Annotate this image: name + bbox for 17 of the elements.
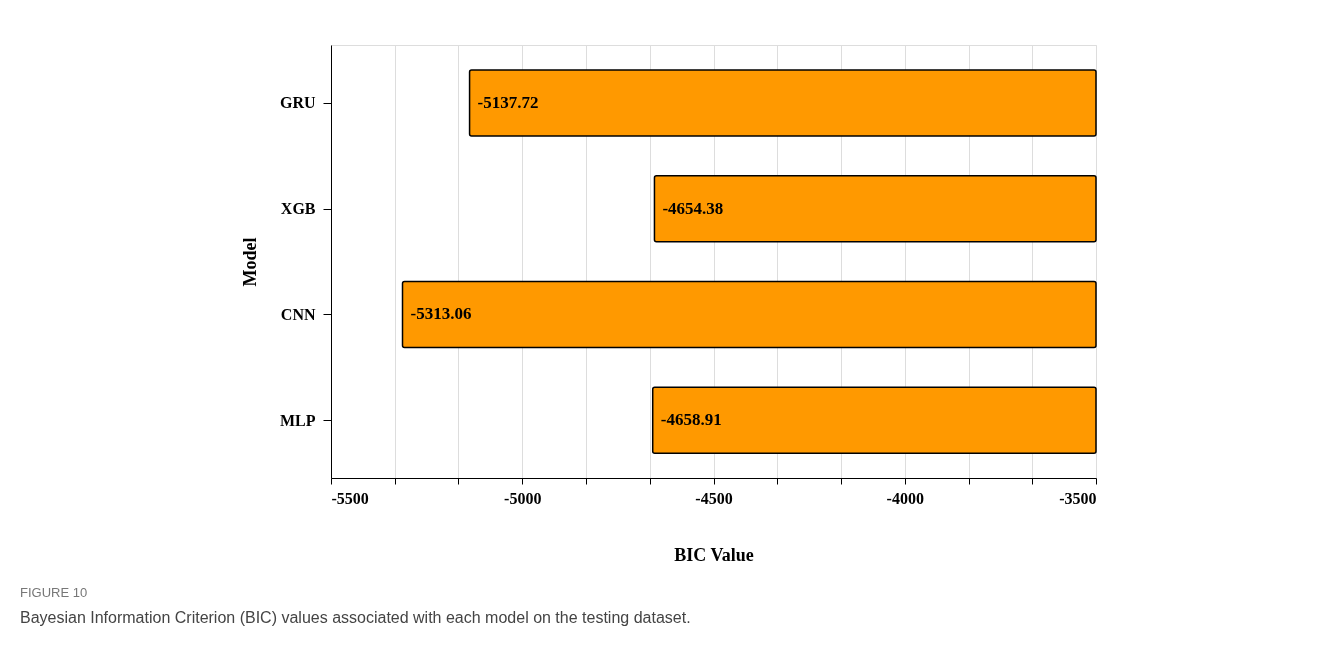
y-tick-label: GRU <box>279 94 316 112</box>
data-label: -5313.06 <box>410 304 472 324</box>
y-axis-title: Model <box>239 237 260 287</box>
x-tick-label: -4000 <box>886 489 924 507</box>
data-label: -4654.38 <box>662 198 724 218</box>
data-label: -5137.72 <box>477 92 539 112</box>
x-tick-label: -5000 <box>504 489 542 507</box>
caption: FIGURE 10 <box>20 585 88 600</box>
text: Bayesian Information Criterion (BIC) values associated with each model on the testing dataset. <box>20 609 691 626</box>
x-axis-title: BIC Value <box>674 544 754 565</box>
data-label: -4658.91 <box>660 410 722 430</box>
y-tick-label: CNN <box>280 305 316 323</box>
x-tick-label: -4500 <box>695 489 733 507</box>
y-tick-label: MLP <box>279 411 316 429</box>
x-tick-label: -5500 <box>331 489 369 507</box>
y-tick-label: XGB <box>280 200 316 218</box>
x-tick-label: -3500 <box>1059 489 1097 507</box>
